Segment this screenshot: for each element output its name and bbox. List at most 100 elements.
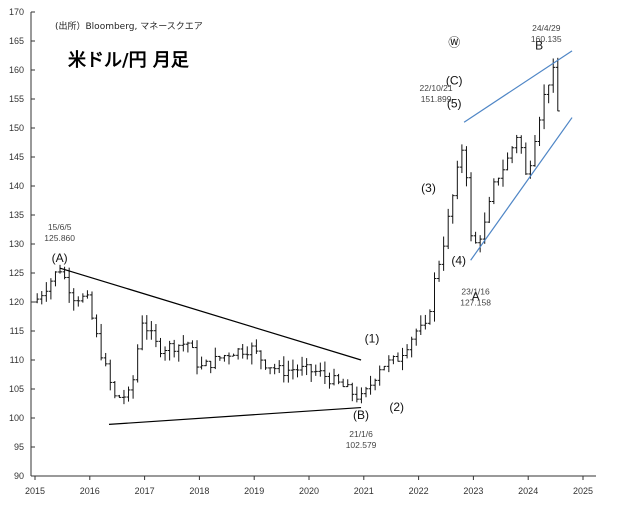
ohlc-bar bbox=[240, 343, 245, 359]
ohlc-bar bbox=[354, 386, 359, 403]
chart-title: 米ドル/円 月足 bbox=[68, 49, 189, 71]
wave-label-wave-4: (4) bbox=[451, 253, 466, 267]
ohlc-bar bbox=[455, 160, 460, 200]
ohlc-bar bbox=[555, 57, 560, 112]
ohlc-bar bbox=[500, 159, 505, 187]
ohlc-bar bbox=[67, 267, 72, 303]
y-tick-label: 145 bbox=[9, 152, 24, 162]
y-tick-label: 125 bbox=[9, 268, 24, 278]
trendline-channel-lower bbox=[470, 117, 573, 261]
ohlc-bar bbox=[117, 394, 122, 398]
ohlc-bar bbox=[345, 379, 350, 388]
x-tick-label: 2017 bbox=[135, 486, 155, 496]
ohlc-bar bbox=[80, 293, 85, 303]
y-tick-label: 140 bbox=[9, 181, 24, 191]
ohlc-bar bbox=[469, 172, 474, 242]
ohlc-bar bbox=[418, 315, 423, 335]
x-tick-label: 2016 bbox=[80, 486, 100, 496]
x-tick-label: 2022 bbox=[409, 486, 429, 496]
ohlc-bar bbox=[423, 314, 428, 330]
y-tick-label: 95 bbox=[14, 442, 24, 452]
ohlc-bar bbox=[332, 368, 337, 386]
ohlc-bar bbox=[185, 341, 190, 353]
wave-label-wave-C: (C) bbox=[446, 73, 463, 87]
ohlc-bar bbox=[226, 352, 231, 365]
ohlc-bar bbox=[336, 373, 341, 385]
ohlc-bar bbox=[190, 340, 195, 349]
ohlc-bar bbox=[322, 361, 327, 385]
data-label-value: 125.860 bbox=[44, 233, 75, 243]
y-tick-label: 170 bbox=[9, 7, 24, 17]
wave-label-wave-W: Ⓦ bbox=[448, 36, 460, 50]
ohlc-bar bbox=[181, 335, 186, 352]
ohlc-bar bbox=[510, 146, 515, 164]
ohlc-bar bbox=[409, 336, 414, 358]
data-label-date: 23/1/16 bbox=[461, 286, 490, 296]
ohlc-bar bbox=[432, 272, 437, 322]
ohlc-bar bbox=[131, 375, 136, 399]
y-tick-label: 90 bbox=[14, 471, 24, 481]
ohlc-bar bbox=[464, 146, 469, 187]
ohlc-bar bbox=[496, 177, 501, 186]
ohlc-bar bbox=[76, 296, 81, 307]
x-tick-label: 2015 bbox=[25, 486, 45, 496]
ohlc-bar bbox=[318, 362, 323, 377]
ohlc-bar bbox=[268, 367, 273, 375]
wave-label-A-paren: (A) bbox=[52, 251, 68, 265]
ohlc-bar bbox=[350, 382, 355, 402]
ohlc-bar bbox=[313, 364, 318, 376]
ohlc-bar bbox=[542, 84, 547, 130]
y-tick-label: 135 bbox=[9, 210, 24, 220]
ohlc-bar bbox=[459, 144, 464, 174]
source-note: (出所）Bloomberg, マネースクエア bbox=[55, 20, 203, 32]
y-tick-label: 110 bbox=[10, 355, 24, 365]
ohlc-bar bbox=[236, 348, 241, 360]
y-tick-label: 115 bbox=[10, 326, 24, 336]
trendline-triangle-lower bbox=[108, 406, 362, 425]
ohlc-bar bbox=[89, 291, 94, 320]
data-label-value: 127.158 bbox=[460, 297, 491, 307]
wave-label-wave-3: (3) bbox=[421, 181, 436, 195]
ohlc-bar bbox=[121, 389, 126, 405]
ohlc-bar bbox=[140, 315, 145, 351]
ohlc-bar bbox=[163, 346, 168, 361]
ohlc-bar bbox=[112, 381, 117, 399]
ohlc-bar bbox=[478, 235, 483, 253]
x-tick-label: 2023 bbox=[463, 486, 483, 496]
ohlc-bar bbox=[363, 386, 368, 398]
ohlc-bar bbox=[382, 365, 387, 371]
ohlc-bar bbox=[546, 84, 551, 104]
ohlc-bar bbox=[204, 359, 209, 367]
y-tick-label: 105 bbox=[9, 384, 24, 394]
ohlc-bar bbox=[53, 271, 58, 287]
y-axis-ticks: 90 95 100 105 110 115 120 125 130 135 140 145 150 155… bbox=[9, 7, 35, 481]
x-tick-label: 2018 bbox=[189, 486, 209, 496]
ohlc-bar bbox=[208, 360, 213, 374]
ohlc-bar bbox=[217, 355, 222, 361]
data-label-date: 24/4/29 bbox=[532, 23, 561, 33]
ohlc-bar bbox=[48, 278, 53, 300]
ohlc-bar bbox=[368, 375, 373, 395]
ohlc-bar bbox=[149, 321, 154, 340]
ohlc-bar bbox=[108, 359, 113, 391]
ohlc-bar bbox=[395, 352, 400, 362]
ohlc-bar bbox=[35, 293, 40, 304]
ohlc-bar bbox=[414, 328, 419, 346]
ohlc-bar bbox=[272, 363, 277, 375]
ohlc-bar bbox=[94, 314, 99, 338]
wave-label-wave-1: (1) bbox=[365, 331, 380, 345]
y-tick-label: 160 bbox=[9, 65, 24, 75]
x-tick-label: 2025 bbox=[573, 486, 593, 496]
ohlc-bar bbox=[286, 360, 291, 383]
ohlc-bar bbox=[391, 355, 396, 365]
data-label-value: 160.135 bbox=[531, 34, 562, 44]
ohlc-bar bbox=[450, 194, 455, 224]
wave-label-wave-5: (5) bbox=[447, 97, 462, 111]
ohlc-bar bbox=[482, 212, 487, 244]
